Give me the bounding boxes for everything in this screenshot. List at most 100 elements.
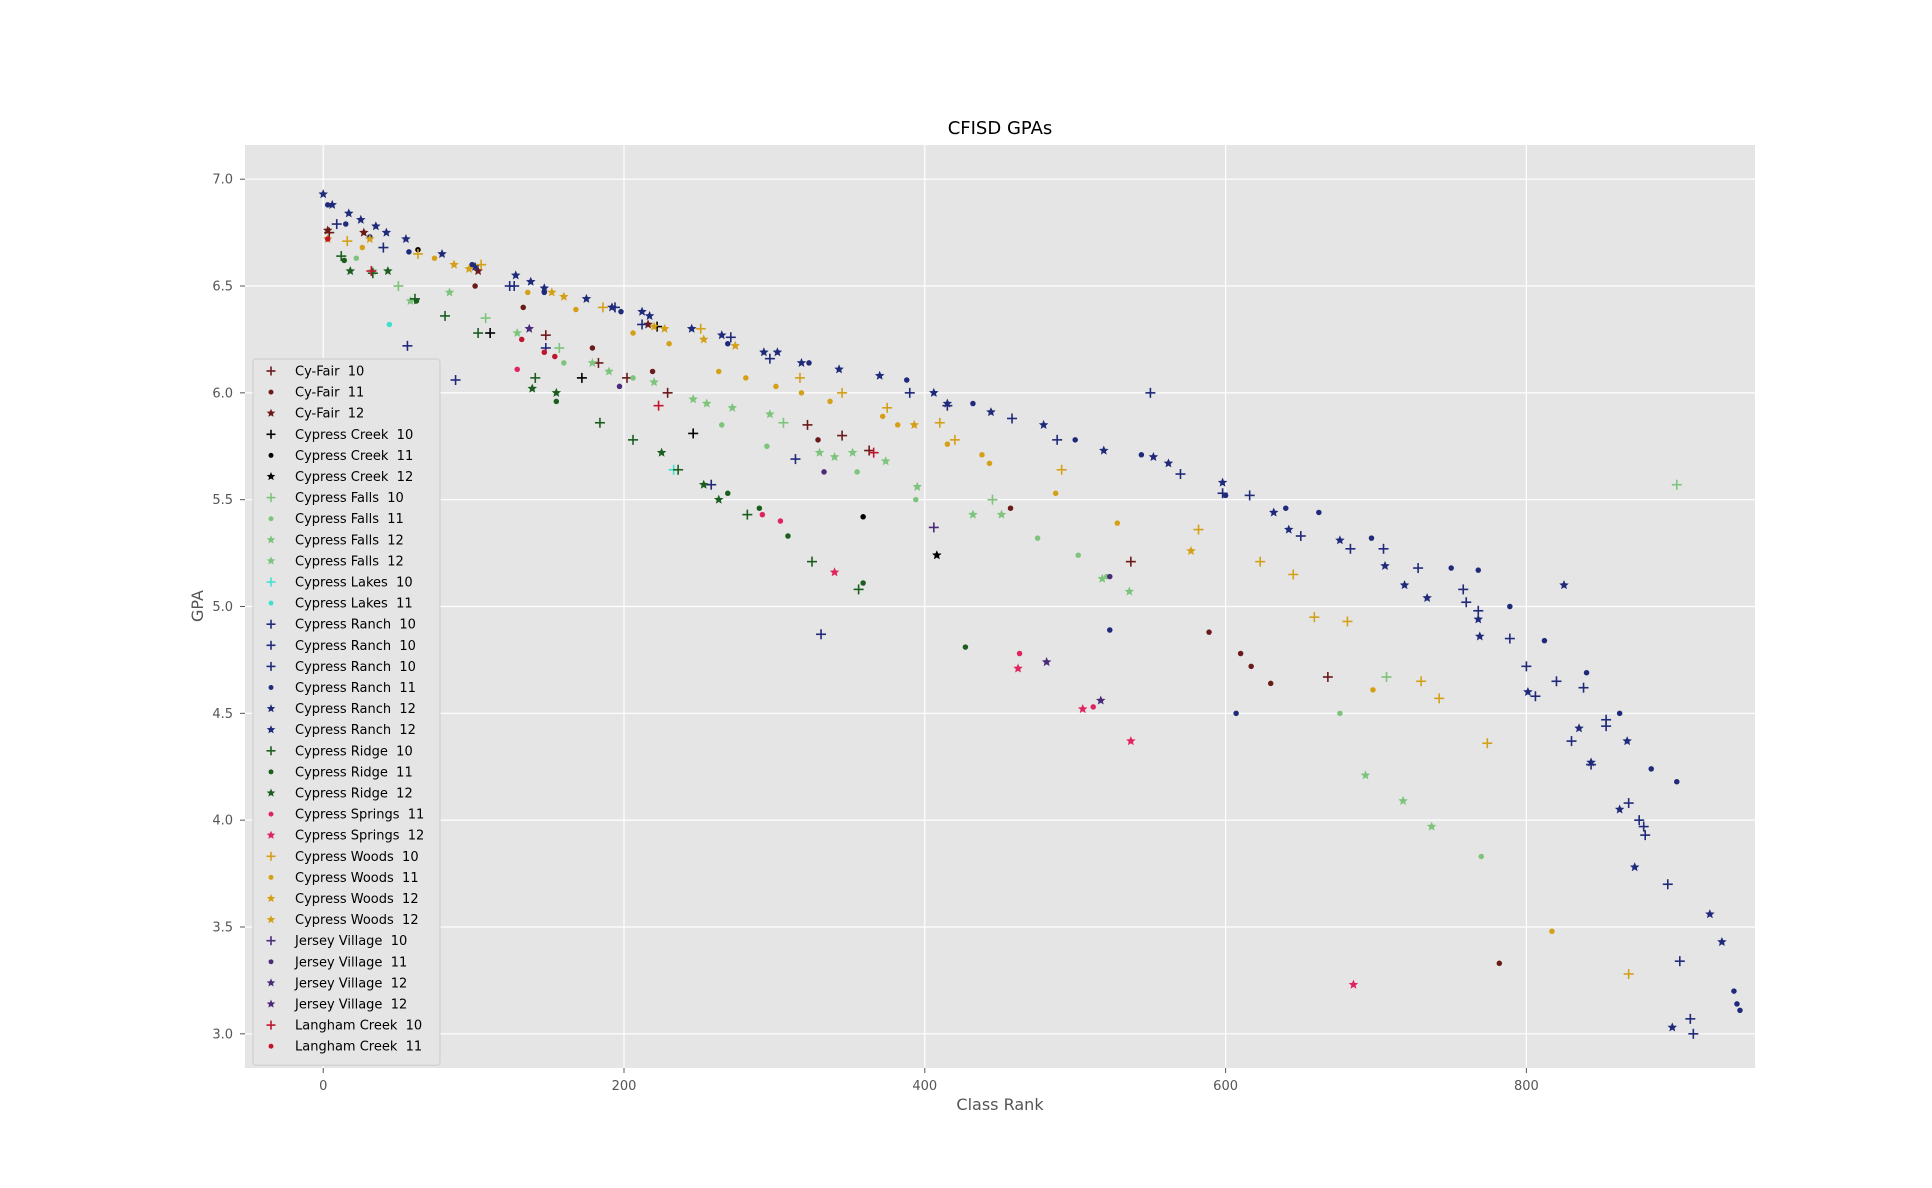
data-point bbox=[1737, 1007, 1743, 1014]
data-point bbox=[367, 268, 378, 279]
legend-marker bbox=[268, 811, 274, 817]
data-point bbox=[837, 430, 848, 441]
data-point bbox=[1295, 530, 1306, 541]
data-point bbox=[1638, 821, 1649, 832]
legend-label: Cypress Falls 11 bbox=[295, 512, 404, 527]
data-point bbox=[342, 236, 353, 247]
data-point bbox=[344, 208, 354, 218]
y-tick-label: 4.0 bbox=[212, 814, 233, 829]
data-point bbox=[630, 375, 636, 381]
data-point bbox=[742, 509, 753, 520]
data-point bbox=[785, 533, 791, 539]
data-point bbox=[530, 372, 541, 383]
data-point bbox=[1378, 543, 1389, 554]
data-point bbox=[1107, 627, 1113, 633]
data-point bbox=[1416, 676, 1427, 687]
data-point bbox=[1248, 663, 1254, 670]
data-point bbox=[1422, 592, 1432, 602]
data-point bbox=[821, 469, 827, 475]
data-point bbox=[719, 422, 725, 428]
x-tick-label: 400 bbox=[912, 1079, 937, 1094]
data-point bbox=[470, 261, 480, 271]
data-point bbox=[412, 248, 423, 259]
legend-marker bbox=[268, 1043, 274, 1049]
data-point bbox=[944, 441, 951, 447]
data-point bbox=[1007, 413, 1018, 424]
data-point bbox=[331, 219, 342, 230]
data-point bbox=[949, 434, 960, 445]
data-point bbox=[1731, 988, 1737, 994]
data-point bbox=[996, 509, 1007, 519]
data-point bbox=[942, 398, 953, 408]
data-point bbox=[1097, 573, 1108, 583]
data-point bbox=[541, 349, 548, 355]
data-point bbox=[829, 451, 840, 461]
legend-marker bbox=[266, 725, 276, 734]
data-point bbox=[1284, 524, 1294, 534]
data-point bbox=[1206, 629, 1212, 635]
data-point bbox=[518, 336, 525, 343]
y-tick-label: 3.0 bbox=[212, 1027, 233, 1042]
data-point bbox=[1448, 565, 1454, 571]
data-point bbox=[802, 419, 813, 430]
data-point bbox=[524, 323, 535, 333]
data-point bbox=[561, 360, 567, 366]
data-point bbox=[1222, 492, 1229, 499]
data-point bbox=[829, 567, 840, 577]
data-point bbox=[476, 259, 487, 270]
data-point bbox=[581, 293, 592, 303]
legend-box bbox=[252, 358, 441, 1066]
data-point bbox=[666, 340, 672, 347]
data-point bbox=[573, 306, 579, 313]
data-point bbox=[1380, 560, 1390, 570]
data-point bbox=[688, 394, 698, 404]
legend-marker bbox=[268, 516, 274, 522]
legend-marker bbox=[266, 704, 276, 713]
data-point bbox=[504, 281, 515, 292]
data-point bbox=[874, 370, 885, 380]
data-point bbox=[1316, 509, 1322, 516]
data-point bbox=[934, 417, 945, 428]
data-point bbox=[904, 377, 910, 383]
data-point bbox=[847, 447, 858, 457]
data-point bbox=[1616, 710, 1623, 717]
legend-marker bbox=[266, 999, 276, 1008]
data-point bbox=[1322, 672, 1333, 683]
data-point bbox=[450, 375, 461, 386]
x-tick-label: 200 bbox=[612, 1079, 637, 1094]
data-point bbox=[929, 387, 939, 397]
data-point bbox=[1399, 580, 1410, 590]
data-point bbox=[970, 400, 976, 407]
legend-marker bbox=[268, 769, 274, 775]
data-point bbox=[1348, 979, 1359, 989]
legend-label: Cypress Springs 12 bbox=[295, 829, 424, 844]
data-point bbox=[986, 460, 993, 467]
data-point bbox=[656, 447, 667, 457]
data-point bbox=[616, 383, 623, 390]
data-point bbox=[431, 255, 438, 261]
data-point bbox=[510, 270, 521, 280]
data-point bbox=[1360, 770, 1371, 780]
legend-label: Jersey Village 11 bbox=[294, 955, 407, 970]
data-point bbox=[386, 321, 393, 328]
data-point bbox=[512, 328, 522, 338]
data-point bbox=[777, 518, 784, 524]
legend-marker bbox=[266, 472, 276, 481]
data-point bbox=[1368, 535, 1375, 541]
legend-label: Cypress Ranch 11 bbox=[295, 681, 416, 696]
legend-marker bbox=[266, 535, 276, 544]
data-point bbox=[716, 368, 722, 375]
data-point bbox=[686, 323, 697, 333]
data-point bbox=[1096, 695, 1106, 705]
data-point bbox=[1077, 704, 1088, 714]
data-point bbox=[1473, 605, 1484, 616]
chart-title: CFISD GPAs bbox=[948, 118, 1053, 139]
legend-label: Cypress Woods 12 bbox=[295, 892, 419, 907]
data-point bbox=[1482, 738, 1493, 749]
data-point bbox=[725, 340, 731, 347]
data-point bbox=[1601, 714, 1612, 725]
data-point bbox=[604, 366, 614, 376]
data-point bbox=[759, 511, 766, 518]
data-point bbox=[449, 259, 459, 269]
data-point bbox=[1345, 543, 1356, 554]
